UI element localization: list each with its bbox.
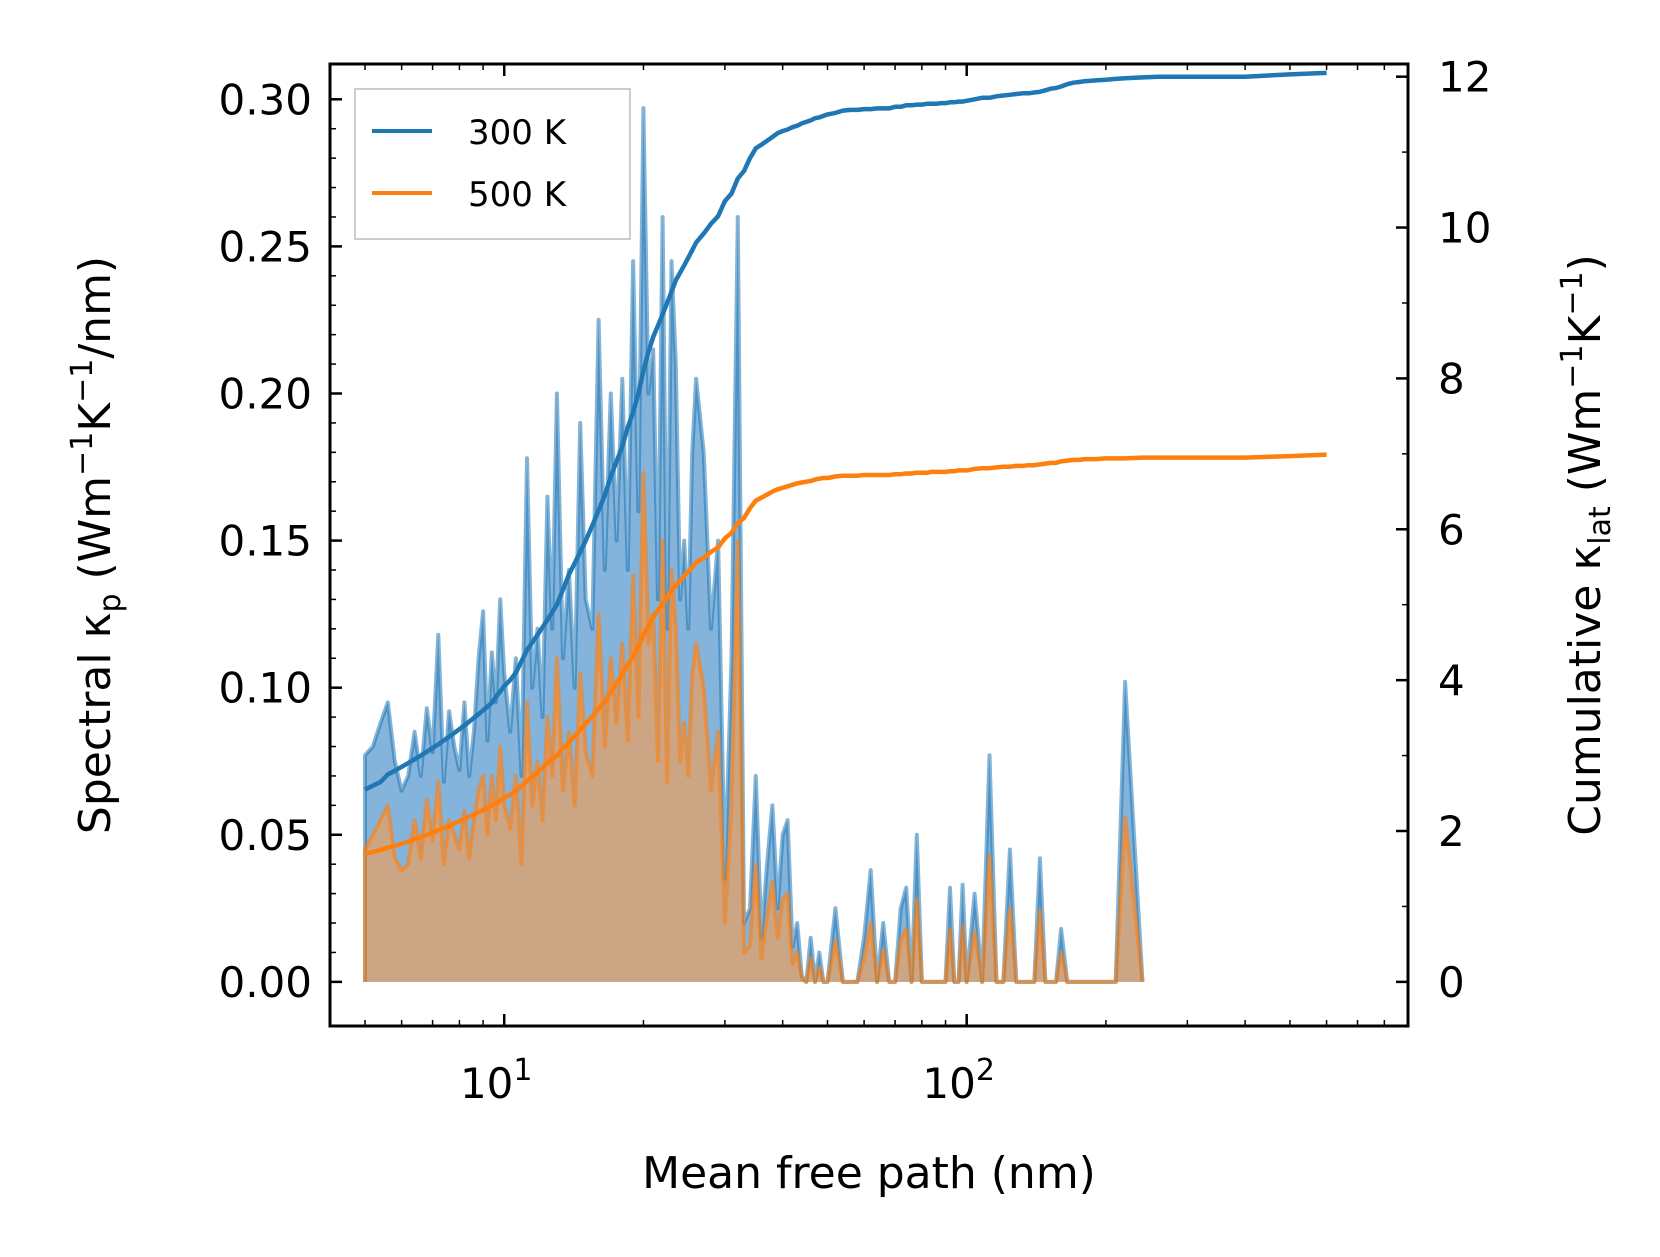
y2-label-superscript-2: −1 bbox=[1555, 271, 1590, 315]
spectral-area-500k bbox=[365, 472, 1143, 982]
y-label-superscript-2: −1 bbox=[65, 359, 100, 403]
y2-tick-label: 12 bbox=[1438, 53, 1491, 102]
y-axis-label: Spectral κp (Wm−1K−1/nm) bbox=[65, 256, 128, 834]
y2-tick-label: 10 bbox=[1438, 204, 1491, 253]
cumulative-line-300k bbox=[364, 70, 1327, 792]
y-label-part-7: /nm) bbox=[70, 256, 121, 359]
legend-label-300k: 300 K bbox=[468, 113, 568, 153]
spectral-line-500k bbox=[363, 470, 1145, 984]
plot-frame bbox=[328, 62, 1410, 1028]
cumulative-line-500k bbox=[364, 452, 1327, 856]
y-tick-label: 0.15 bbox=[218, 517, 312, 566]
y2-label-part-7: ) bbox=[1560, 254, 1611, 271]
y2-label-superscript-1: −1 bbox=[1555, 344, 1590, 388]
spectral-line-group bbox=[363, 106, 1145, 984]
legend-label-500k: 500 K bbox=[468, 175, 568, 215]
y2-tick-label: 8 bbox=[1438, 354, 1465, 403]
y-label-part-1: Spectral κ bbox=[70, 613, 121, 835]
y-tick-label: 0.00 bbox=[218, 958, 312, 1007]
y-tick-label: 0.05 bbox=[218, 811, 312, 860]
y2-label-part-3: (Wm bbox=[1560, 389, 1611, 507]
y-label-part-3: (Wm bbox=[70, 476, 121, 594]
x-tick-label: 101 bbox=[460, 1053, 533, 1108]
y-label-part-5: K bbox=[70, 402, 121, 432]
spectral-fill-group bbox=[365, 108, 1143, 982]
x-axis-label: Mean free path (nm) bbox=[642, 1148, 1096, 1199]
y2-tick-label: 2 bbox=[1438, 807, 1465, 856]
y2-tick-label: 6 bbox=[1438, 505, 1465, 554]
y-tick-label: 0.25 bbox=[218, 222, 312, 271]
y-tick-label: 0.30 bbox=[218, 75, 312, 124]
y-tick-label: 0.10 bbox=[218, 664, 312, 713]
cumulative-line-group bbox=[364, 70, 1327, 856]
y-tick-label: 0.20 bbox=[218, 369, 312, 418]
legend: 300 K 500 K bbox=[354, 88, 631, 240]
tick-mark-group bbox=[330, 64, 1409, 1026]
y2-tick-label: 0 bbox=[1438, 958, 1465, 1007]
tick-label-group: 0.00 0.05 0.10 0.15 0.20 0.25 0.30 0 2 4 6 8 10 12 101… bbox=[218, 53, 1491, 1108]
y2-axis-label: Cumulative κlat (Wm−1K−1) bbox=[1555, 254, 1618, 836]
x-tick-label: 102 bbox=[922, 1053, 995, 1108]
legend-box bbox=[354, 88, 631, 240]
y2-label-part-5: K bbox=[1560, 314, 1611, 344]
y-label-superscript-1: −1 bbox=[65, 432, 100, 476]
y2-label-part-1: Cumulative κ bbox=[1560, 545, 1611, 836]
spectral-line-300k bbox=[363, 106, 1145, 984]
y2-tick-label: 4 bbox=[1438, 656, 1465, 705]
y-label-subscript: p bbox=[93, 593, 128, 612]
y2-label-subscript: lat bbox=[1583, 506, 1618, 545]
